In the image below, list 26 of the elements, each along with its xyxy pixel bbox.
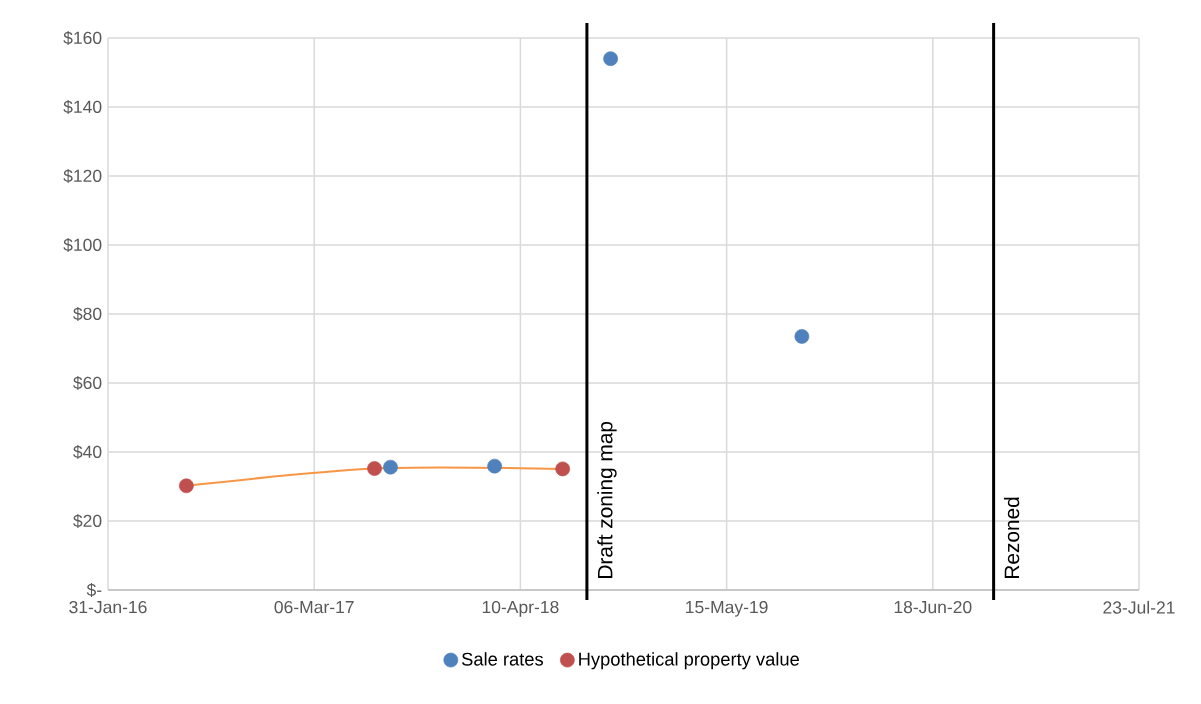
ref-line-label: Rezoned xyxy=(1003,497,1020,578)
y-tick-label: $20 xyxy=(73,513,102,529)
x-tick-label: 31-Jan-16 xyxy=(69,600,147,614)
y-tick-label: $- xyxy=(86,582,102,598)
point xyxy=(555,461,571,477)
legend-label: Sale rates xyxy=(461,652,543,666)
point xyxy=(367,461,382,476)
x-tick-label: 15-May-19 xyxy=(686,600,768,617)
x-tick-label: 23-Jul-21 xyxy=(1103,600,1175,614)
y-tick-label: $40 xyxy=(73,444,102,460)
y-tick-label: $140 xyxy=(63,99,102,115)
y-tick-label: $120 xyxy=(63,168,102,184)
point xyxy=(179,478,194,494)
x-tick-label: 10-Apr-18 xyxy=(482,600,559,617)
x-tick-label: 06-Mar-17 xyxy=(274,600,354,614)
point xyxy=(603,51,618,67)
legend-label: Hypothetical property value xyxy=(579,652,799,670)
point xyxy=(487,458,502,474)
y-tick-label: $80 xyxy=(73,306,102,322)
ref-line-label: Draft zoning map xyxy=(597,421,617,578)
y-tick-label: $60 xyxy=(73,375,102,391)
y-tick-label: $100 xyxy=(63,237,102,253)
y-tick-label: $160 xyxy=(63,30,102,46)
point xyxy=(383,459,398,475)
point xyxy=(794,329,810,344)
x-tick-label: 18-Jun-20 xyxy=(894,600,972,614)
